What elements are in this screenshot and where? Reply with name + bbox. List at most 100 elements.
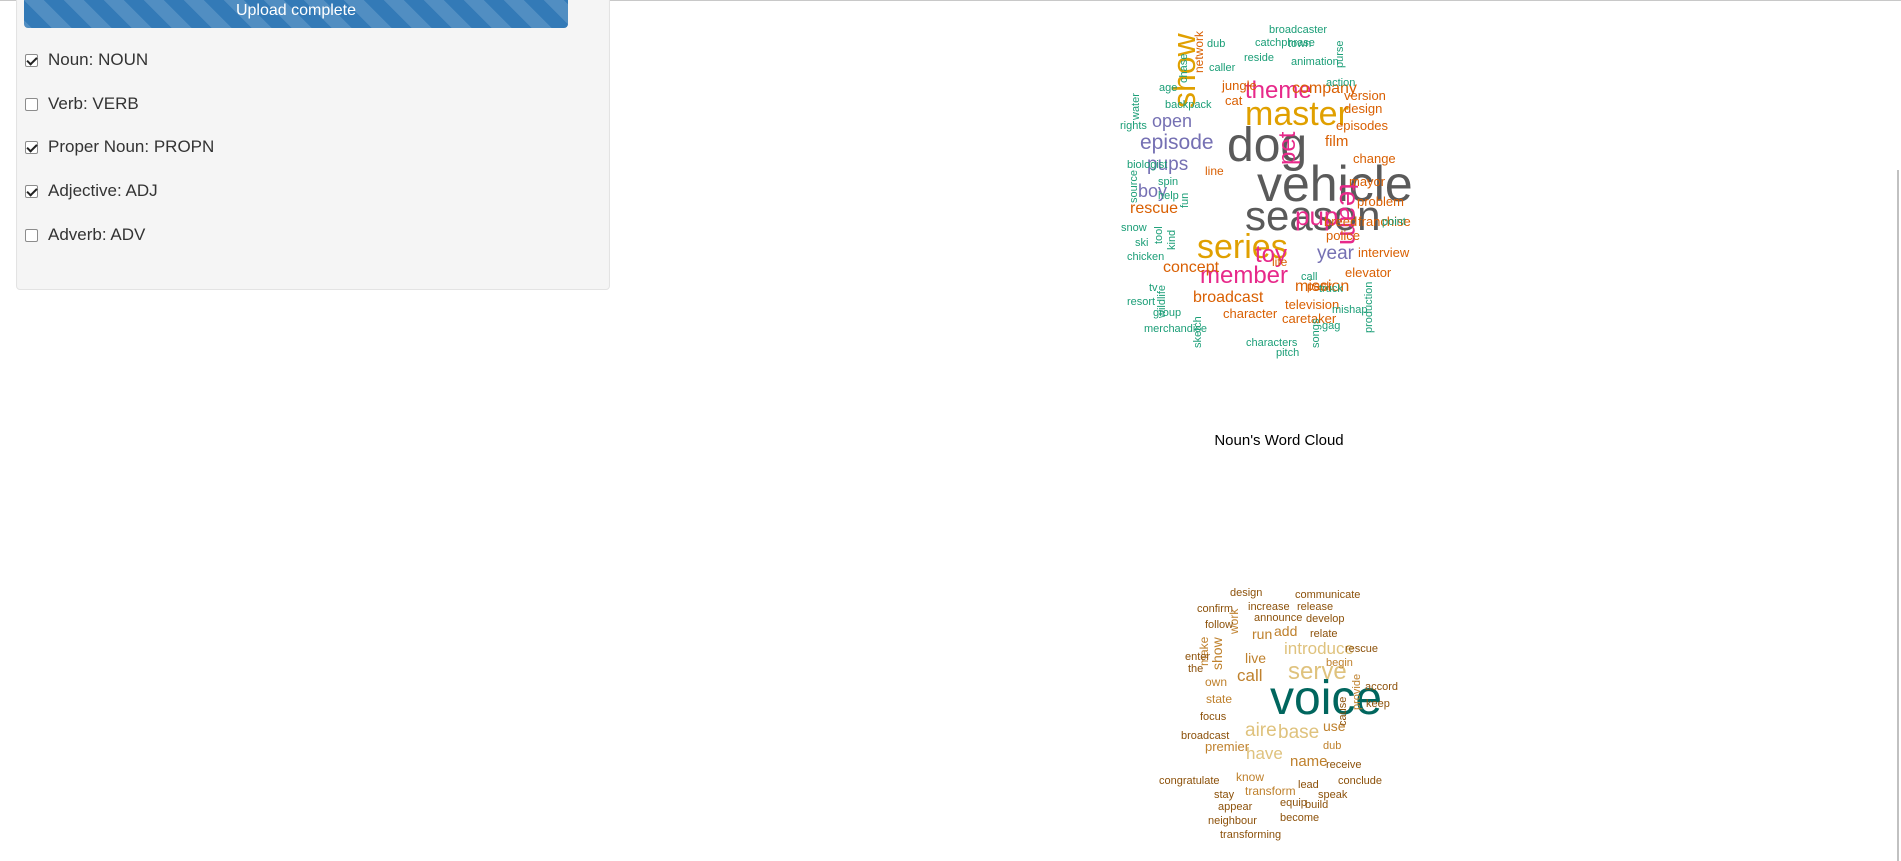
word-purse: purse (1334, 40, 1346, 68)
word-backpack: backpack (1165, 99, 1212, 111)
word-pet: pet (1274, 131, 1301, 165)
filter-adj[interactable]: Adjective: ADJ (25, 179, 158, 203)
word-point: point (1382, 216, 1406, 228)
word-elevator: elevator (1345, 265, 1392, 280)
word-announce: announce (1254, 612, 1302, 624)
word-rescue: rescue (1130, 200, 1178, 217)
filter-noun[interactable]: Noun: NOUN (25, 48, 148, 72)
word-merchandise: merchandise (1144, 323, 1207, 335)
word-begin: begin (1326, 657, 1353, 669)
word-version: version (1344, 88, 1386, 103)
word-songs: songs (1310, 318, 1322, 348)
word-aire: aire (1245, 720, 1277, 741)
checkbox-adj[interactable] (25, 184, 38, 198)
word-appear: appear (1218, 801, 1253, 813)
word-line: line (1205, 164, 1224, 178)
word-wildlife: wildlife (1156, 285, 1168, 319)
word-dub: dub (1207, 38, 1225, 50)
word-episodes: episodes (1336, 118, 1389, 133)
filter-adv[interactable]: Adverb: ADV (25, 223, 145, 247)
word-network: network (1192, 30, 1206, 73)
word-rescue: rescue (1345, 643, 1378, 655)
word-transforming: transforming (1220, 829, 1281, 841)
word-company: company (1292, 80, 1357, 97)
word-change: change (1353, 151, 1396, 166)
word-tv: tv (1149, 282, 1158, 294)
word-mayor: mayor (1349, 174, 1386, 189)
word-provide: provide (1351, 674, 1363, 710)
filter-verb[interactable]: Verb: VERB (25, 92, 139, 116)
word-franchise: franchise (1358, 214, 1411, 229)
filter-verb-label: Verb: VERB (48, 94, 139, 113)
word-receive: receive (1326, 759, 1361, 771)
word-follow: follow (1205, 619, 1233, 631)
word-production: production (1363, 282, 1375, 333)
word-sketch: sketch (1192, 316, 1204, 348)
word-cause: cause (1337, 697, 1349, 726)
filter-adj-label: Adjective: ADJ (48, 181, 158, 200)
top-border (0, 0, 1901, 1)
checkbox-adv[interactable] (25, 228, 38, 242)
word-call: call (1237, 666, 1263, 685)
word-add: add (1274, 623, 1297, 639)
word-member: member (1200, 262, 1288, 289)
word-gag: gag (1322, 320, 1340, 332)
word-know: know (1236, 770, 1264, 784)
word-spin: spin (1158, 176, 1178, 188)
word-show: show (1209, 636, 1225, 670)
pos-filter-panel (16, 0, 610, 290)
word-state: state (1206, 692, 1232, 706)
checkbox-noun[interactable] (25, 53, 38, 67)
word-pitch: pitch (1276, 347, 1299, 359)
word-relate: relate (1310, 628, 1338, 640)
filter-noun-label: Noun: NOUN (48, 50, 149, 69)
word-keep: keep (1366, 698, 1390, 710)
word-year: year (1317, 243, 1355, 264)
word-breed: breed (1324, 214, 1357, 229)
word-pups: pups (1147, 154, 1188, 175)
word-television: television (1285, 297, 1339, 312)
word-biologist: biologist (1127, 159, 1167, 171)
word-reside: reside (1244, 52, 1274, 64)
word-series: series (1197, 228, 1288, 266)
page-scrollbar[interactable] (1897, 170, 1899, 861)
word-become: become (1280, 812, 1319, 824)
word-accord: accord (1365, 681, 1398, 693)
filter-propn[interactable]: Proper Noun: PROPN (25, 135, 214, 159)
word-pup: pup (1295, 201, 1338, 231)
word-broadcast: broadcast (1193, 289, 1264, 306)
checkbox-propn[interactable] (25, 140, 38, 154)
word-characters: characters (1246, 337, 1298, 349)
word-own: own (1205, 675, 1227, 689)
word-name: name (1290, 753, 1328, 770)
word-catchphrase: catchphrase (1255, 37, 1315, 49)
word-broadcast: broadcast (1181, 730, 1229, 742)
word-water: water (1130, 93, 1142, 121)
word-age: age (1159, 82, 1177, 94)
word-film: film (1325, 133, 1348, 150)
word-focus: focus (1200, 711, 1227, 723)
word-serve: serve (1288, 658, 1347, 685)
upload-progress-bar: Upload complete (24, 0, 568, 28)
word-fun: fun (1179, 193, 1191, 208)
word-kind: kind (1166, 230, 1178, 250)
word-cat: cat (1225, 93, 1243, 108)
word-introduce: introduce (1284, 639, 1354, 658)
word-concept: concept (1163, 259, 1220, 276)
word-the: the (1188, 663, 1203, 675)
word-equip: equip (1280, 797, 1307, 809)
word-conclude: conclude (1338, 775, 1382, 787)
word-develop: develop (1306, 613, 1345, 625)
word-toy: toy (1255, 241, 1287, 268)
noun-cloud-caption: Noun's Word Cloud (1214, 432, 1344, 449)
word-congratulate: congratulate (1159, 775, 1220, 787)
word-transform: transform (1245, 784, 1296, 798)
word-communicate: communicate (1295, 589, 1360, 601)
word-dog: dog (1227, 119, 1307, 172)
filter-adv-label: Adverb: ADV (48, 225, 146, 244)
word-broadcaster: broadcaster (1269, 24, 1327, 36)
word-chase: chase (1178, 54, 1190, 83)
checkbox-verb[interactable] (25, 97, 38, 111)
filter-propn-label: Proper Noun: PROPN (48, 137, 215, 156)
